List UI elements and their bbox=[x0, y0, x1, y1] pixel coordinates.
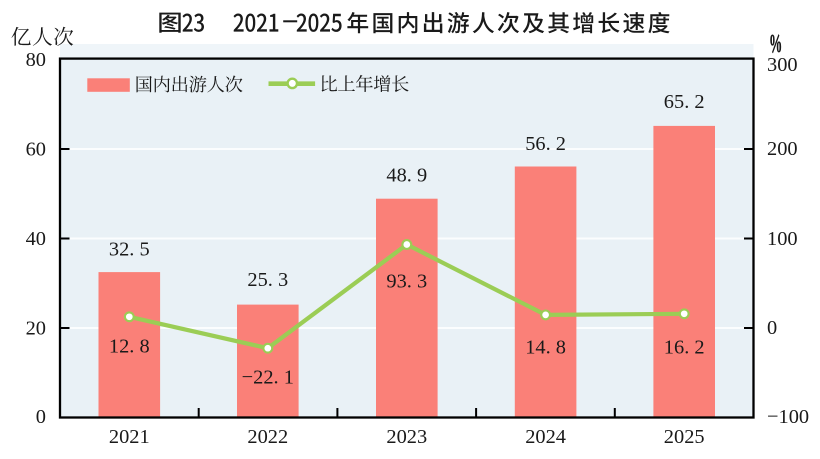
svg-text:32. 5: 32. 5 bbox=[109, 238, 150, 260]
svg-text:40: 40 bbox=[26, 228, 46, 250]
svg-text:0: 0 bbox=[767, 317, 777, 339]
svg-text:16. 2: 16. 2 bbox=[664, 336, 705, 358]
svg-text:−22. 1: −22. 1 bbox=[242, 367, 294, 389]
svg-text:25. 3: 25. 3 bbox=[247, 269, 288, 291]
svg-text:200: 200 bbox=[767, 138, 798, 160]
svg-text:2022: 2022 bbox=[247, 426, 288, 448]
svg-text:0: 0 bbox=[36, 406, 46, 428]
svg-text:48. 9: 48. 9 bbox=[386, 165, 427, 187]
svg-text:80: 80 bbox=[26, 49, 46, 71]
svg-text:12. 8: 12. 8 bbox=[109, 335, 150, 357]
svg-text:93. 3: 93. 3 bbox=[386, 270, 427, 292]
svg-text:2023: 2023 bbox=[386, 426, 427, 448]
svg-text:56. 2: 56. 2 bbox=[525, 133, 566, 155]
svg-text:100: 100 bbox=[767, 228, 798, 250]
svg-text:2021: 2021 bbox=[109, 426, 150, 448]
svg-text:60: 60 bbox=[26, 139, 46, 161]
svg-text:−100: −100 bbox=[767, 406, 809, 428]
svg-text:65. 2: 65. 2 bbox=[664, 91, 705, 113]
svg-text:20: 20 bbox=[26, 318, 46, 340]
svg-text:2025: 2025 bbox=[664, 426, 705, 448]
svg-text:300: 300 bbox=[767, 54, 798, 76]
svg-text:2024: 2024 bbox=[525, 426, 566, 448]
svg-text:14. 8: 14. 8 bbox=[525, 336, 566, 358]
